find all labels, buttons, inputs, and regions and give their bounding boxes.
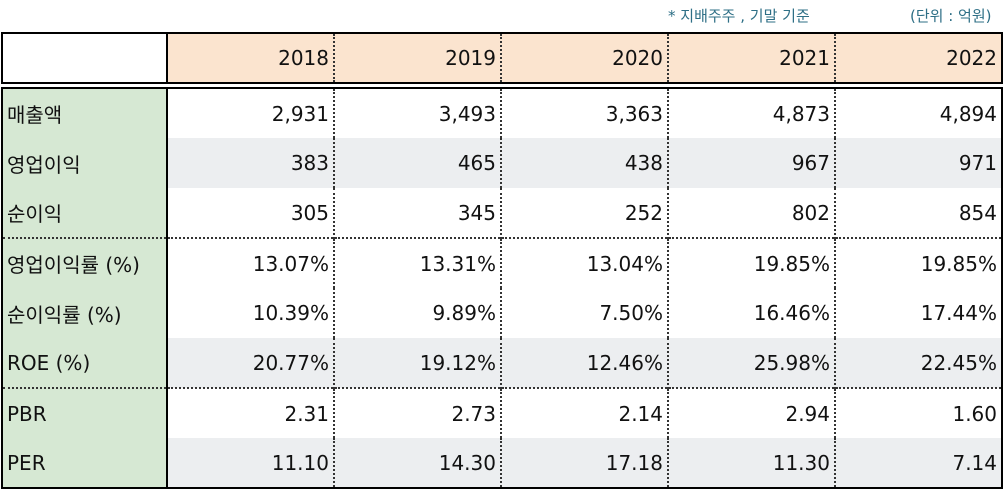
cell-value: 11.10 [167,438,335,489]
table-row: 매출액 2,931 3,493 3,363 4,873 4,894 [1,87,1003,138]
cell-value: 3,493 [334,87,502,138]
cell-value: 383 [167,138,335,188]
year-header: 2022 [835,32,1003,84]
row-label: PER [1,438,168,489]
cell-value: 11.30 [668,438,836,489]
cell-value: 17.18 [501,438,669,489]
row-label: 매출액 [1,87,168,138]
cell-value: 345 [334,188,502,238]
cell-value: 2.94 [668,387,836,438]
row-label: 순이익률 (%) [1,288,168,338]
table-row: ROE (%) 20.77% 19.12% 12.46% 25.98% 22.4… [1,338,1003,388]
cell-value: 25.98% [668,338,836,388]
cell-value: 13.04% [501,237,669,288]
year-header: 2020 [501,32,669,84]
table-row: 순이익률 (%) 10.39% 9.89% 7.50% 16.46% 17.44… [1,288,1003,338]
table-row: 영업이익 383 465 438 967 971 [1,138,1003,188]
cell-value: 22.45% [835,338,1003,388]
cell-value: 9.89% [334,288,502,338]
cell-value: 305 [167,188,335,238]
cell-value: 802 [668,188,836,238]
cell-value: 2.73 [334,387,502,438]
cell-value: 17.44% [835,288,1003,338]
row-label: 순이익 [1,188,168,238]
cell-value: 4,894 [835,87,1003,138]
corner-cell [1,32,168,84]
row-label: 영업이익 [1,138,168,188]
cell-value: 2.14 [501,387,669,438]
year-header: 2019 [334,32,502,84]
cell-value: 19.85% [668,237,836,288]
cell-value: 2.31 [167,387,335,438]
cell-value: 14.30 [334,438,502,489]
cell-value: 967 [668,138,836,188]
cell-value: 13.31% [334,237,502,288]
cell-value: 438 [501,138,669,188]
table-row: PBR 2.31 2.73 2.14 2.94 1.60 [1,387,1003,438]
basis-note: * 지배주주 , 기말 기준 [668,7,810,25]
cell-value: 465 [334,138,502,188]
row-label: ROE (%) [1,338,168,388]
row-label: PBR [1,387,168,438]
table-row: PER 11.10 14.30 17.18 11.30 7.14 [1,438,1003,489]
cell-value: 12.46% [501,338,669,388]
cell-value: 2,931 [167,87,335,138]
year-header: 2018 [167,32,335,84]
cell-value: 7.14 [835,438,1003,489]
row-label: 영업이익률 (%) [1,237,168,288]
cell-value: 20.77% [167,338,335,388]
cell-value: 16.46% [668,288,836,338]
cell-value: 971 [835,138,1003,188]
cell-value: 19.12% [334,338,502,388]
cell-value: 252 [501,188,669,238]
cell-value: 854 [835,188,1003,238]
table-row: 영업이익률 (%) 13.07% 13.31% 13.04% 19.85% 19… [1,237,1003,288]
cell-value: 13.07% [167,237,335,288]
financial-table: 2018 2019 2020 2021 2022 매출액 2,931 3,493… [1,32,1003,489]
table-row: 순이익 305 345 252 802 854 [1,188,1003,238]
cell-value: 10.39% [167,288,335,338]
cell-value: 3,363 [501,87,669,138]
unit-note: (단위 : 억원) [910,7,992,25]
cell-value: 19.85% [835,237,1003,288]
cell-value: 7.50% [501,288,669,338]
header-row: 2018 2019 2020 2021 2022 [1,32,1003,84]
cell-value: 4,873 [668,87,836,138]
cell-value: 1.60 [835,387,1003,438]
year-header: 2021 [668,32,836,84]
